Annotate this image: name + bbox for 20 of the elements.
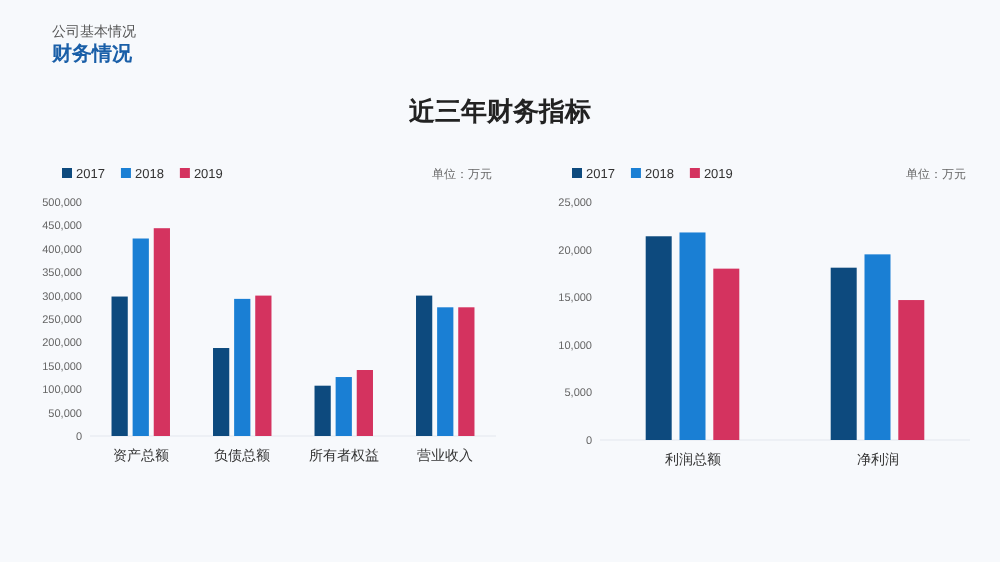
bar	[153, 228, 170, 436]
bar	[830, 267, 857, 440]
bar	[111, 296, 128, 436]
bar	[234, 298, 251, 436]
bar	[713, 268, 740, 440]
bar	[437, 307, 454, 436]
bar	[864, 254, 891, 440]
bar	[416, 295, 433, 436]
bar	[356, 370, 373, 436]
bar	[458, 307, 475, 436]
bar	[213, 348, 230, 436]
bar	[314, 385, 331, 436]
bar	[255, 295, 272, 436]
chart-title: 近三年财务指标	[407, 96, 591, 126]
bar	[132, 238, 149, 436]
bar	[898, 300, 925, 440]
bar	[335, 377, 352, 436]
bar	[679, 232, 706, 440]
text: 财务情况	[50, 42, 134, 66]
bar	[645, 236, 672, 440]
